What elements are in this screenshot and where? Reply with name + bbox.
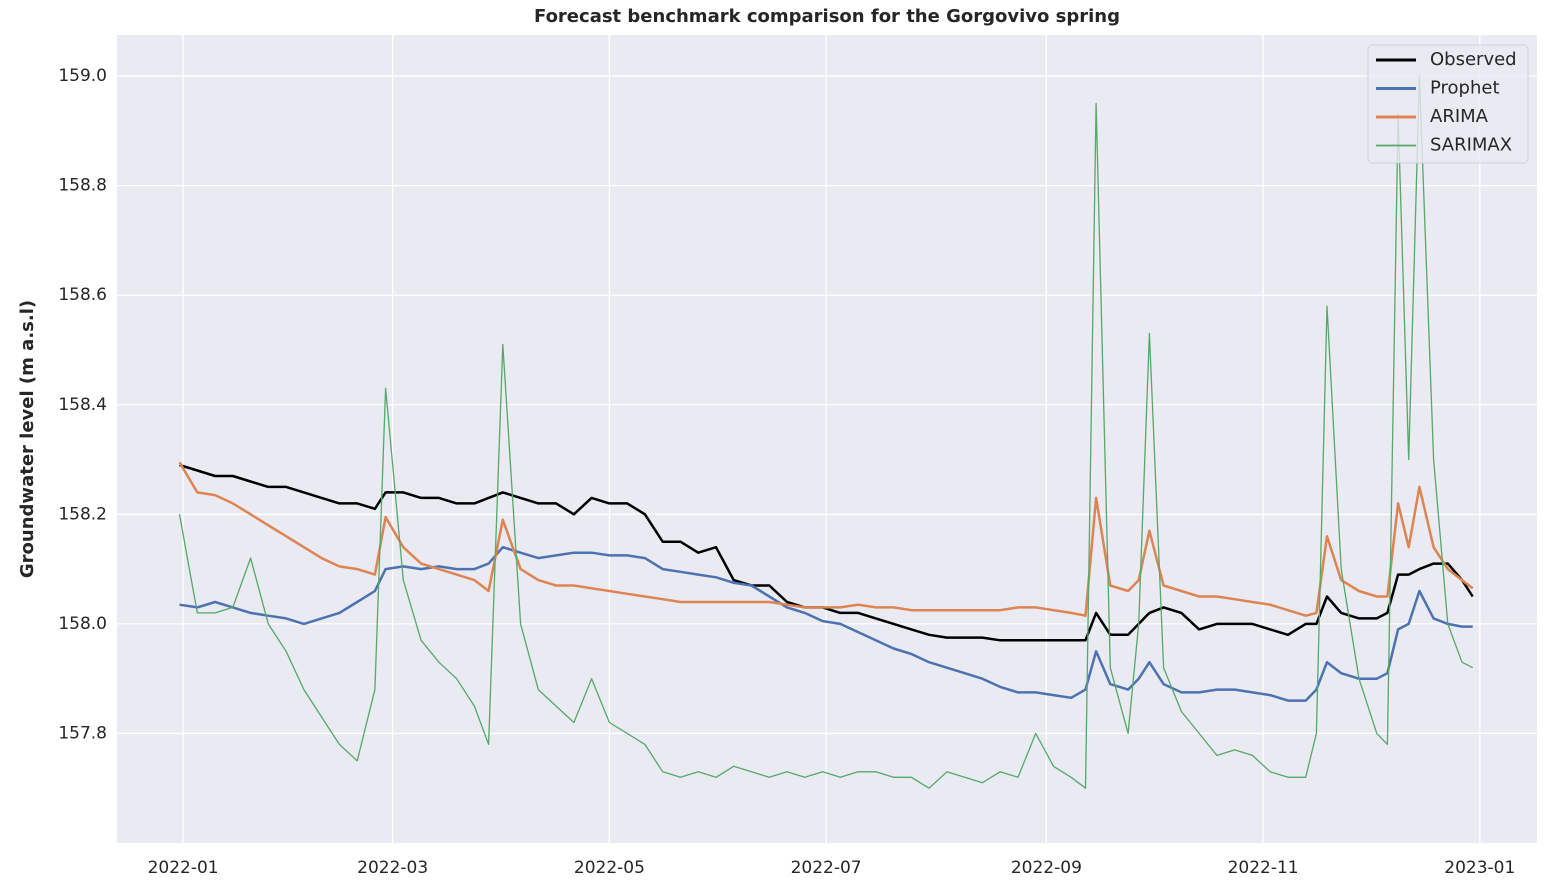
series-line (179, 545, 1473, 702)
legend-box (1367, 44, 1529, 164)
series-line (178, 461, 1474, 617)
plot-area (117, 35, 1537, 843)
legend-label: ARIMA (1430, 106, 1489, 127)
x-tick-label: 2022-09 (1011, 858, 1082, 878)
x-tick-label: 2022-05 (574, 858, 645, 878)
y-tick-label: 158.2 (58, 504, 107, 524)
x-tick-label: 2022-07 (791, 858, 862, 878)
y-tick-label: 159.0 (58, 66, 107, 86)
y-tick-label: 158.8 (58, 176, 107, 196)
x-tick-label: 2022-01 (148, 858, 219, 878)
y-tick-label: 158.4 (58, 395, 107, 415)
legend-label: SARIMAX (1430, 135, 1512, 156)
y-tick-label: 157.8 (58, 723, 107, 743)
x-tick-label: 2022-03 (357, 858, 428, 878)
series-line (178, 75, 1473, 789)
y-tick-label: 158.6 (58, 285, 107, 305)
series-line (179, 463, 1474, 642)
chart-title: Forecast benchmark comparison for the Go… (534, 6, 1120, 27)
x-tick-label: 2022-11 (1228, 858, 1299, 878)
y-axis-label: Groundwater level (m a.s.l) (17, 300, 38, 578)
y-tick-label: 158.0 (58, 614, 107, 634)
legend-label: Prophet (1430, 78, 1500, 99)
x-tick-label: 2023-01 (1444, 858, 1515, 878)
legend-label: Observed (1430, 49, 1517, 70)
